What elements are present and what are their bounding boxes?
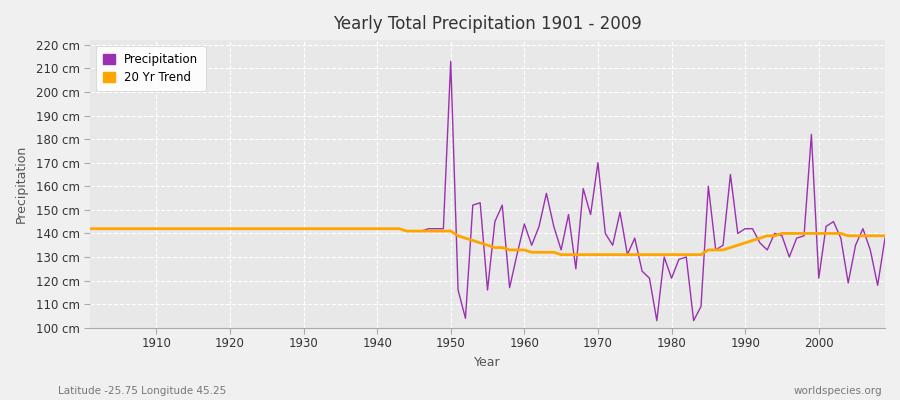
- X-axis label: Year: Year: [474, 356, 500, 369]
- Precipitation: [879, 236, 890, 240]
- 20 Yr Trend: [615, 252, 626, 257]
- 20 Yr Trend: [555, 252, 566, 257]
- Line: Precipitation: Precipitation: [90, 61, 885, 321]
- Precipitation: [305, 226, 316, 231]
- Text: Latitude -25.75 Longitude 45.25: Latitude -25.75 Longitude 45.25: [58, 386, 227, 396]
- Y-axis label: Precipitation: Precipitation: [15, 145, 28, 223]
- Precipitation: [652, 318, 662, 323]
- 20 Yr Trend: [349, 226, 360, 231]
- Legend: Precipitation, 20 Yr Trend: Precipitation, 20 Yr Trend: [96, 46, 205, 91]
- Precipitation: [349, 226, 360, 231]
- Precipitation: [143, 226, 154, 231]
- 20 Yr Trend: [879, 233, 890, 238]
- 20 Yr Trend: [305, 226, 316, 231]
- Text: worldspecies.org: worldspecies.org: [794, 386, 882, 396]
- 20 Yr Trend: [511, 248, 522, 252]
- Line: 20 Yr Trend: 20 Yr Trend: [90, 229, 885, 255]
- Precipitation: [85, 226, 95, 231]
- 20 Yr Trend: [143, 226, 154, 231]
- Precipitation: [519, 222, 530, 226]
- Precipitation: [526, 243, 537, 248]
- 20 Yr Trend: [519, 248, 530, 252]
- 20 Yr Trend: [85, 226, 95, 231]
- Precipitation: [446, 59, 456, 64]
- Title: Yearly Total Precipitation 1901 - 2009: Yearly Total Precipitation 1901 - 2009: [333, 15, 642, 33]
- Precipitation: [615, 210, 626, 215]
